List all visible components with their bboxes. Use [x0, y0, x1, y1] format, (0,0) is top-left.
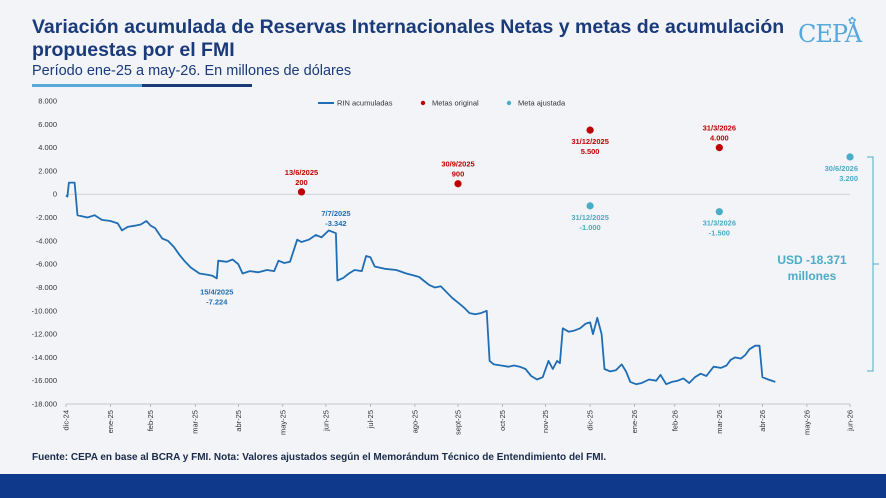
title-underline-light	[32, 84, 142, 87]
x-tick-label: oct-25	[498, 410, 507, 431]
x-tick-label: sept-25	[454, 410, 463, 435]
y-tick-label: -6.000	[36, 260, 57, 269]
annotation-date: 30/9/2025	[441, 160, 474, 169]
y-tick-label: -14.000	[32, 353, 57, 362]
x-tick-label: abr-26	[758, 410, 767, 432]
annotation-value: -1.500	[709, 229, 730, 238]
point-meta-original	[297, 188, 306, 196]
chart-title: Variación acumulada de Reservas Internac…	[32, 16, 785, 61]
legend-swatch-original	[420, 100, 426, 106]
x-tick-label: ene-25	[106, 410, 115, 433]
legend-label-ajustada: Meta ajustada	[518, 99, 566, 108]
y-tick-label: -18.000	[32, 400, 57, 409]
x-tick-label: may-26	[802, 410, 811, 435]
point-meta-original	[454, 180, 462, 188]
point-meta-ajustada	[846, 153, 854, 161]
y-tick-label: -10.000	[32, 306, 57, 315]
x-tick-label: abr-25	[234, 410, 243, 432]
annotation-value: -3.342	[325, 219, 346, 228]
gap-bracket	[867, 156, 879, 372]
y-tick-label: -2.000	[36, 213, 57, 222]
title-underline-dark	[142, 84, 252, 87]
x-tick-label: jun-25	[321, 410, 330, 432]
legend-swatch-ajustada	[506, 100, 512, 106]
annotation-date: 31/3/2026	[703, 124, 736, 133]
annotation-date: 15/4/2025	[200, 287, 233, 296]
legend-label-original: Metas original	[432, 99, 479, 108]
point-meta-original	[715, 144, 723, 152]
x-tick-label: jun-26	[846, 410, 855, 432]
point-meta-original	[586, 126, 594, 134]
annotation-date: 30/6/2026	[825, 164, 858, 173]
x-tick-label: jul-25	[366, 410, 375, 429]
annotation-value: 5.500	[581, 147, 600, 156]
annotation-value: 3.200	[839, 174, 858, 183]
y-tick-label: 2.000	[38, 166, 57, 175]
y-tick-label: 0	[53, 190, 57, 199]
source-note: Fuente: CEPA en base al BCRA y FMI. Nota…	[32, 452, 607, 463]
y-tick-label: 8.000	[38, 97, 57, 106]
annotation-date: 31/12/2025	[571, 213, 609, 222]
x-tick-label: ago-25	[410, 410, 419, 433]
gap-label-unit: millones	[788, 269, 837, 283]
y-tick-label: -8.000	[36, 283, 57, 292]
y-tick-label: 6.000	[38, 120, 57, 129]
annotation-value: 4.000	[710, 134, 729, 143]
annotation-value: 200	[295, 178, 308, 187]
x-tick-label: dic-25	[586, 410, 595, 430]
series-line-rin-acumuladas	[65, 181, 776, 386]
y-tick-label: -4.000	[36, 236, 57, 245]
logo-leaf-icon: ✿	[848, 16, 857, 27]
chart-subtitle: Período ene-25 a may-26. En millones de …	[32, 63, 352, 79]
cepa-logo: CEPA	[798, 20, 862, 48]
annotation-date: 13/6/2025	[285, 168, 318, 177]
point-meta-ajustada	[586, 202, 594, 210]
annotation-date: 7/7/2025	[321, 209, 350, 218]
footer-bar	[0, 474, 886, 498]
point-meta-ajustada	[715, 208, 723, 216]
x-tick-label: may-25	[278, 410, 287, 435]
x-tick-label: feb-25	[146, 410, 155, 431]
y-tick-label: -16.000	[32, 376, 57, 385]
annotation-value: -1.000	[579, 223, 600, 232]
gap-label-amount: USD -18.371	[777, 253, 847, 267]
annotation-date: 31/12/2025	[571, 137, 609, 146]
x-tick-label: mar-25	[191, 410, 200, 434]
annotation-value: -7.224	[206, 297, 228, 306]
x-tick-label: ene-26	[630, 410, 639, 433]
y-tick-label: -12.000	[32, 330, 57, 339]
x-tick-label: dic-24	[62, 410, 71, 430]
x-tick-label: nov-25	[541, 410, 550, 433]
annotation-value: 900	[452, 170, 465, 179]
x-tick-label: mar-26	[715, 410, 724, 434]
x-tick-label: feb-26	[670, 410, 679, 431]
annotation-date: 31/3/2026	[703, 219, 736, 228]
legend-label-rin: RIN acumuladas	[337, 99, 393, 108]
y-tick-label: 4.000	[38, 143, 57, 152]
chart-svg: 8.000 6.000 4.000 2.000 0 -2.000 -4.000 -6.000 -…	[32, 97, 879, 435]
